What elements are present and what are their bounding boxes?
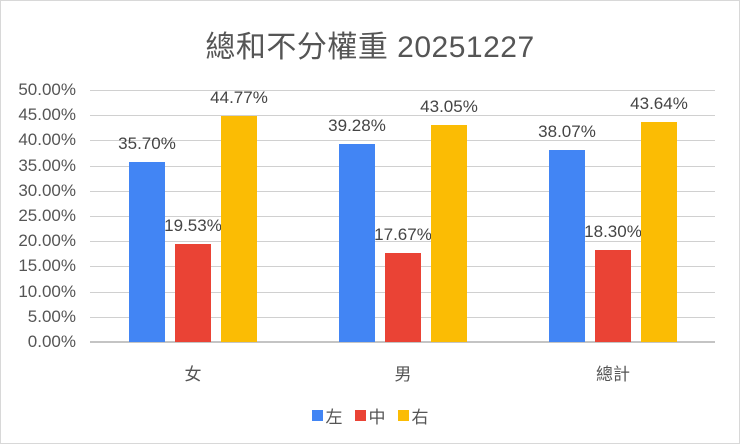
y-axis-tick-label: 10.00%: [18, 281, 76, 301]
legend-swatch-icon: [354, 410, 366, 421]
x-axis-tick-label: 總計: [596, 365, 630, 384]
y-axis-tick-label: 30.00%: [18, 180, 76, 200]
y-axis-tick-label: 35.00%: [18, 155, 76, 175]
gridline: [90, 140, 715, 141]
y-axis-tick-label: 5.00%: [27, 306, 76, 326]
legend-swatch-icon: [311, 410, 323, 421]
x-axis-tick-label: 男: [394, 365, 412, 384]
legend-item[interactable]: 中: [354, 403, 386, 428]
gridline: [90, 216, 715, 217]
bar-右-總計[interactable]: [641, 122, 677, 342]
bar-中-女[interactable]: [175, 243, 211, 342]
legend-label: 中: [368, 408, 386, 427]
bar-右-男[interactable]: [431, 125, 467, 342]
x-axis-tick-label: 女: [184, 365, 202, 384]
legend-label: 右: [411, 408, 429, 427]
data-label: 38.07%: [538, 122, 596, 142]
y-axis-tick-label: 40.00%: [18, 130, 76, 150]
y-axis-tick-label: 25.00%: [18, 206, 76, 225]
gridline: [90, 115, 715, 116]
chart-title: 總和不分權重 20251227: [205, 31, 535, 64]
gridline: [90, 191, 715, 192]
bar-左-女[interactable]: [129, 162, 165, 342]
legend: 左中右: [0, 403, 740, 428]
legend-item[interactable]: 左: [311, 403, 343, 428]
bar-中-男[interactable]: [385, 252, 421, 342]
gridline: [90, 341, 715, 343]
data-label: 43.05%: [420, 97, 478, 117]
bar-右-女[interactable]: [221, 116, 257, 342]
legend-label: 左: [325, 408, 343, 427]
y-axis-tick-label: 15.00%: [18, 256, 76, 276]
gridline: [90, 241, 715, 242]
gridline: [90, 90, 715, 91]
data-label: 43.64%: [630, 94, 688, 114]
y-axis-tick-label: 50.00%: [18, 80, 76, 99]
legend-swatch-icon: [397, 410, 409, 421]
data-label: 35.70%: [118, 134, 176, 154]
legend-item[interactable]: 右: [397, 403, 429, 428]
data-label: 44.77%: [210, 88, 268, 108]
y-axis-tick-label: 45.00%: [18, 105, 76, 125]
y-axis-tick-label: 20.00%: [18, 231, 76, 251]
data-label: 39.28%: [328, 116, 386, 136]
data-label: 19.53%: [164, 215, 222, 235]
bar-中-總計[interactable]: [595, 249, 631, 342]
y-axis-tick-label: 0.00%: [27, 332, 76, 351]
bar-左-總計[interactable]: [549, 150, 585, 342]
bar-左-男[interactable]: [339, 144, 375, 342]
data-label: 17.67%: [374, 224, 432, 244]
data-label: 18.30%: [584, 221, 642, 241]
gridline: [90, 166, 715, 167]
